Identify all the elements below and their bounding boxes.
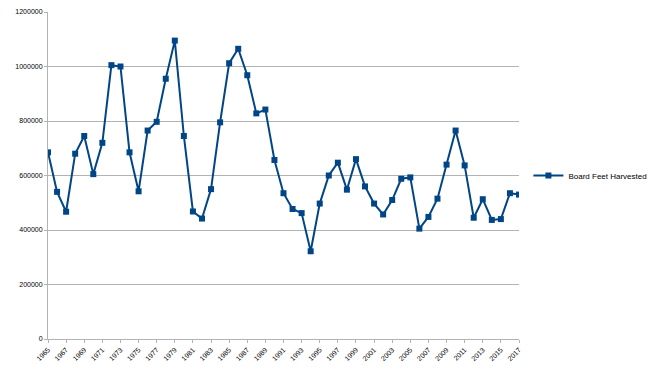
svg-text:1981: 1981 <box>180 346 196 362</box>
svg-text:1983: 1983 <box>198 346 214 362</box>
svg-text:1995: 1995 <box>307 346 323 362</box>
svg-text:200000: 200000 <box>19 281 42 288</box>
svg-text:2007: 2007 <box>416 346 432 362</box>
svg-text:Board Feet Harvested: Board Feet Harvested <box>568 172 646 181</box>
svg-text:1987: 1987 <box>234 346 250 362</box>
svg-text:1997: 1997 <box>325 346 341 362</box>
svg-text:1979: 1979 <box>162 346 178 362</box>
svg-text:1977: 1977 <box>144 346 160 362</box>
svg-text:2013: 2013 <box>470 346 486 362</box>
svg-text:800000: 800000 <box>19 117 42 124</box>
svg-text:1000000: 1000000 <box>15 63 42 70</box>
svg-text:2003: 2003 <box>379 346 395 362</box>
svg-text:2011: 2011 <box>452 346 468 362</box>
svg-text:600000: 600000 <box>19 172 42 179</box>
svg-text:1985: 1985 <box>216 346 232 362</box>
svg-text:1989: 1989 <box>253 346 269 362</box>
svg-text:1971: 1971 <box>90 346 106 362</box>
svg-text:2017: 2017 <box>506 346 522 362</box>
svg-text:1991: 1991 <box>271 346 287 362</box>
svg-text:1965: 1965 <box>35 346 51 362</box>
svg-text:1993: 1993 <box>289 346 305 362</box>
svg-text:1967: 1967 <box>53 346 69 362</box>
svg-text:1969: 1969 <box>71 346 87 362</box>
svg-text:1975: 1975 <box>126 346 142 362</box>
svg-text:400000: 400000 <box>19 226 42 233</box>
svg-text:2001: 2001 <box>361 346 377 362</box>
svg-text:2015: 2015 <box>488 346 504 362</box>
svg-text:1200000: 1200000 <box>15 8 42 15</box>
svg-text:2009: 2009 <box>434 346 450 362</box>
svg-text:1973: 1973 <box>108 346 124 362</box>
svg-text:1999: 1999 <box>343 346 359 362</box>
svg-text:0: 0 <box>39 335 43 342</box>
svg-text:2005: 2005 <box>398 346 414 362</box>
